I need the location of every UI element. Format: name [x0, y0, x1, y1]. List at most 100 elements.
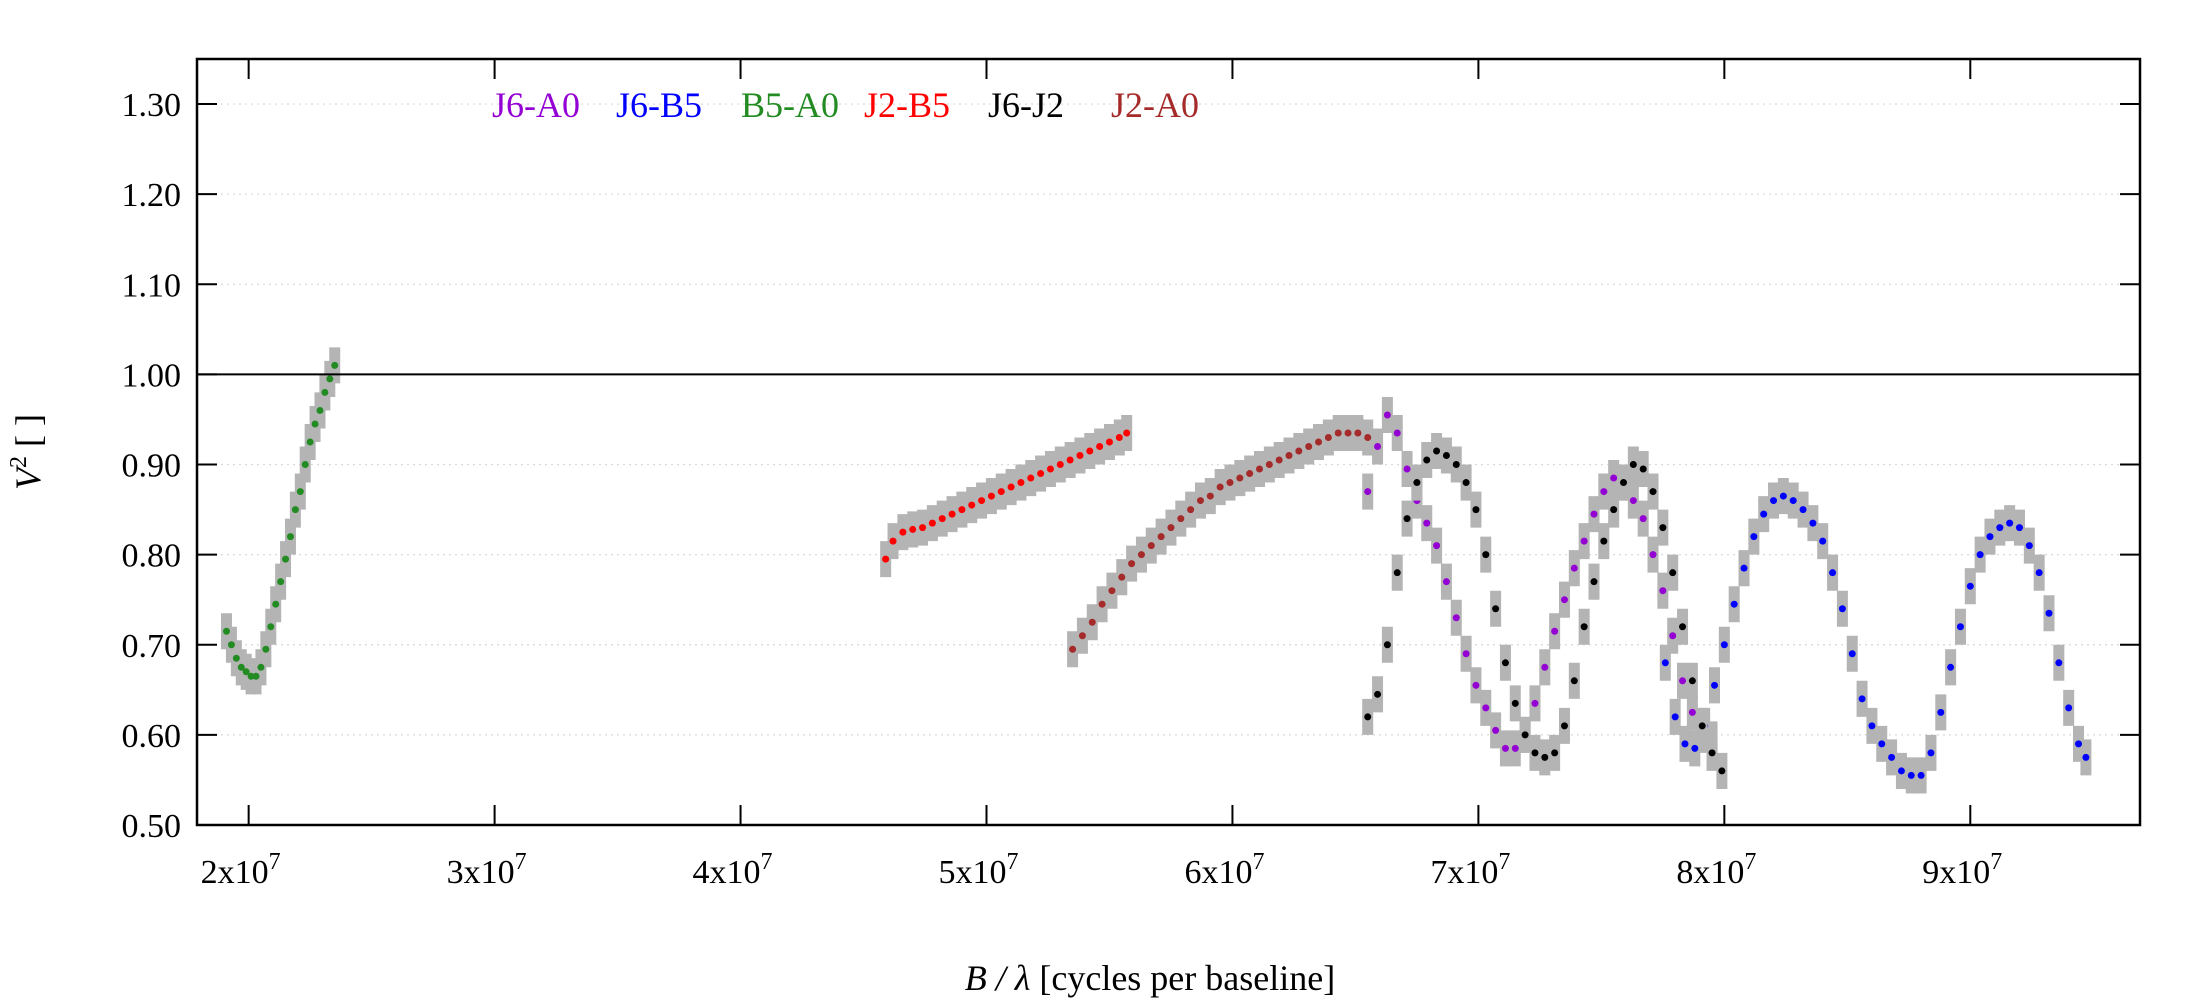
data-point [1681, 740, 1689, 748]
data-point [301, 461, 309, 469]
x-tick-label: 3x107 [447, 849, 527, 891]
x-tick-label: 6x107 [1184, 849, 1264, 891]
data-point [1750, 533, 1758, 541]
data-point [1472, 506, 1480, 514]
data-point [1017, 479, 1025, 487]
x-tick-exponent: 7 [269, 849, 281, 875]
data-point [1433, 447, 1441, 455]
data-point [262, 645, 270, 653]
data-point [1917, 771, 1925, 779]
data-point [1966, 582, 1974, 590]
data-point [1600, 537, 1608, 545]
axis-ticks: 0.50 0.60 0.70 0.80 0.90 1.00 1.10 1.20 1.30 2x10… [122, 59, 2140, 891]
data-point [1907, 771, 1915, 779]
data-point [1501, 744, 1509, 752]
data-point [311, 420, 319, 428]
x-tick-exponent: 7 [1498, 849, 1510, 875]
data-point [1639, 465, 1647, 473]
data-point [1659, 524, 1667, 532]
data-point [1167, 524, 1175, 532]
data-point [1096, 443, 1104, 451]
data-point [2035, 569, 2043, 577]
data-point [1364, 488, 1372, 496]
data-point [948, 510, 956, 518]
data-point [1413, 479, 1421, 487]
data-point [1027, 474, 1035, 482]
data-point [1492, 605, 1500, 613]
data-point [968, 501, 976, 509]
data-point [1098, 600, 1106, 608]
data-point [1708, 749, 1716, 757]
data-point [1659, 587, 1667, 595]
data-point [321, 388, 329, 396]
data-point [1541, 753, 1549, 761]
data-point [232, 654, 240, 662]
data-point [252, 672, 260, 680]
data-point [938, 515, 946, 523]
data-point [1137, 551, 1145, 559]
data-point [1403, 465, 1411, 473]
series-j6-j2 [1362, 432, 1728, 789]
data-point [919, 524, 927, 532]
data-point [1819, 537, 1827, 545]
data-point [1442, 452, 1450, 460]
data-point [1560, 722, 1568, 730]
data-point [1078, 632, 1086, 640]
y-tick-label: 1.00 [122, 357, 182, 394]
data-point [223, 627, 231, 635]
data-point [1492, 726, 1500, 734]
data-point [1986, 533, 1994, 541]
legend-item: B5-A0 [741, 85, 839, 125]
data-point [1086, 447, 1094, 455]
data-point [1187, 506, 1195, 514]
data-point [2025, 542, 2033, 550]
data-point [1649, 551, 1657, 559]
data-point [1600, 488, 1608, 496]
data-point [1610, 506, 1618, 514]
data-point [1383, 411, 1391, 419]
data-point [1551, 749, 1559, 757]
x-tick-exponent: 7 [1006, 849, 1018, 875]
data-point [1046, 465, 1054, 473]
data-point [1285, 452, 1293, 460]
data-point [1423, 456, 1431, 464]
x-tick-label: 7x107 [1430, 849, 1510, 891]
data-point [1037, 470, 1045, 478]
data-point [1115, 433, 1123, 441]
data-point [1374, 443, 1382, 451]
data-point [1511, 699, 1519, 707]
series-j2-b5 [880, 414, 1133, 578]
data-point [331, 361, 339, 369]
data-point [1462, 479, 1470, 487]
data-point [2015, 524, 2023, 532]
data-point [1128, 560, 1136, 568]
data-point [1364, 433, 1372, 441]
data-point [1718, 767, 1726, 775]
data-point [242, 668, 250, 676]
x-tick-exponent: 7 [761, 849, 773, 875]
data-point [1799, 506, 1807, 514]
data-point [1295, 447, 1303, 455]
data-point [928, 519, 936, 527]
data-point [1324, 433, 1332, 441]
data-point [1838, 605, 1846, 613]
data-point [889, 537, 897, 545]
data-point [1947, 663, 1955, 671]
data-point [291, 506, 299, 514]
y-tick-label: 1.30 [122, 87, 182, 124]
series-j6-b5 [1659, 478, 2092, 794]
data-point [1570, 564, 1578, 572]
data-point [1829, 569, 1837, 577]
data-point [1590, 578, 1598, 586]
data-point [1118, 573, 1126, 581]
data-point [1848, 650, 1856, 658]
data-point [1956, 623, 1964, 631]
data-point [237, 663, 245, 671]
data-point [286, 533, 294, 541]
data-point [227, 641, 235, 649]
y-tick-label: 0.70 [122, 628, 182, 665]
data-point [2006, 519, 2014, 527]
data-point [272, 600, 280, 608]
data-point [1897, 767, 1905, 775]
